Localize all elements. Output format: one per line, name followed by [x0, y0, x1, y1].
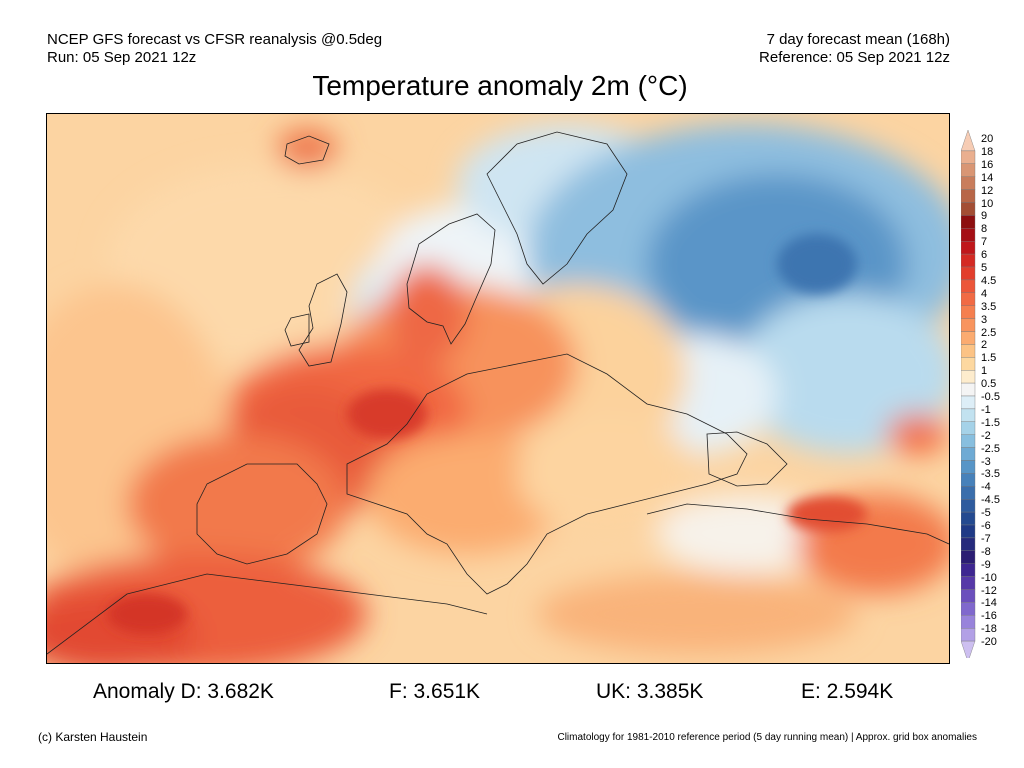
colorbar-tick-label: -0.5: [981, 391, 1000, 403]
anomaly-detail: [107, 234, 867, 634]
map-title: Temperature anomaly 2m (°C): [312, 70, 688, 101]
colorbar-swatch: [961, 408, 976, 422]
anomaly-spain: E: 2.594K: [801, 680, 894, 703]
coastlines: [47, 131, 949, 655]
colorbar-tick-label: 18: [981, 145, 994, 158]
colorbar-swatch: [961, 279, 976, 293]
colorbar-swatch: [961, 421, 976, 435]
colorbar-swatch: [961, 357, 976, 371]
colorbar-tick-label: -1.5: [981, 416, 1000, 429]
colorbar-swatch: [961, 202, 976, 216]
colorbar-swatch: [961, 434, 976, 448]
anomaly-germany: Anomaly D: 3.682K: [93, 680, 274, 703]
colorbar-tick-label: -2.5: [981, 442, 1000, 455]
colorbar-swatch: [961, 266, 976, 281]
climatology-note: Climatology for 1981-2010 reference peri…: [557, 732, 977, 743]
colorbar-swatch: [961, 344, 976, 358]
colorbar-tick-label: -9: [981, 558, 991, 571]
colorbar-swatch: [961, 189, 976, 203]
colorbar-tick-label: 9: [981, 210, 988, 223]
colorbar-swatch: [961, 640, 976, 658]
colorbar-tick-label: -2: [981, 429, 991, 442]
colorbar-swatch: [961, 499, 976, 513]
header-right: 7 day forecast mean (168h) Reference: 05…: [759, 31, 950, 67]
colorbar-swatch: [961, 486, 976, 500]
colorbar-swatch: [961, 589, 976, 603]
colorbar-tick-label: -10: [981, 571, 997, 584]
colorbar-tick-label: -12: [981, 584, 997, 597]
colorbar-tick-label: -4: [981, 481, 991, 494]
colorbar-tick-label: 8: [981, 223, 988, 236]
model-description: NCEP GFS forecast vs CFSR reanalysis @0.…: [47, 31, 383, 48]
colorbar-tick-label: 0.5: [981, 378, 997, 391]
reference-time: Reference: 05 Sep 2021 12z: [759, 49, 950, 66]
anomaly-map: [46, 113, 950, 664]
colorbar-tick-label: 6: [981, 249, 988, 262]
colorbar-tick-label: -14: [981, 597, 997, 610]
colorbar-swatch: [961, 382, 976, 397]
forecast-period: 7 day forecast mean (168h): [766, 31, 950, 48]
colorbar-tick-label: 3.5: [981, 300, 997, 313]
anomaly-uk: UK: 3.385K: [596, 680, 704, 703]
colorbar-tick-label: 1: [981, 365, 988, 378]
colorbar-swatch: [961, 129, 976, 152]
colorbar-swatch: [961, 228, 976, 242]
colorbar-tick-label: 20: [981, 133, 994, 145]
colorbar-tick-label: -18: [981, 623, 997, 636]
colorbar-tick-label: 2: [981, 339, 988, 352]
colorbar-tick-label: -7: [981, 532, 991, 545]
colorbar-swatch: [961, 292, 976, 306]
country-anomalies: Anomaly D: 3.682K F: 3.651K UK: 3.385K E…: [0, 680, 1024, 706]
run-time: Run: 05 Sep 2021 12z: [47, 49, 197, 66]
colorbar-swatch: [961, 537, 976, 551]
colorbar-tick-label: 10: [981, 197, 994, 210]
colorbar-swatch: [961, 163, 976, 177]
colorbar-swatch: [961, 318, 976, 332]
colorbar-tick-label: -3: [981, 455, 991, 468]
colorbar-swatch: [961, 511, 976, 526]
colorbar-tick-label: -16: [981, 610, 997, 623]
colorbar-tick-label: 3: [981, 313, 988, 326]
colorbar-tick-label: 1.5: [981, 352, 997, 365]
colorbar-tick-label: -5: [981, 507, 991, 520]
colorbar-swatch: [961, 253, 976, 268]
colorbar-tick-label: -4.5: [981, 494, 1000, 507]
colorbar-swatch: [961, 447, 976, 461]
map-canvas: [47, 114, 949, 663]
colorbar-tick-label: 7: [981, 236, 988, 249]
colorbar-tick-label: -1: [981, 403, 991, 416]
colorbar-tick-label: 16: [981, 158, 994, 171]
colorbar-tick-label: 14: [981, 171, 994, 184]
colorbar-swatch: [961, 615, 976, 629]
colorbar-tick-label: -20: [981, 636, 997, 649]
colorbar-tick-label: 5: [981, 262, 988, 274]
colorbar-tick-label: 4: [981, 287, 988, 300]
colorbar-swatch: [961, 240, 976, 255]
colorbar-swatch: [961, 331, 976, 345]
colorbar-swatch: [961, 395, 976, 410]
colorbar-swatch: [961, 473, 976, 487]
colorbar-tick-label: 4.5: [981, 274, 997, 287]
header-left: NCEP GFS forecast vs CFSR reanalysis @0.…: [47, 31, 382, 67]
colorbar-swatch: [961, 369, 976, 384]
copyright: (c) Karsten Haustein: [38, 730, 148, 744]
colorbar-swatch: [961, 563, 976, 577]
colorbar-swatch: [961, 305, 976, 319]
colorbar-swatch: [961, 215, 976, 229]
colorbar-swatch: [961, 576, 976, 590]
colorbar-tick-label: -8: [981, 545, 991, 558]
colorbar-swatch: [961, 550, 976, 564]
anomaly-france: F: 3.651K: [389, 680, 481, 703]
colorbar-swatch: [961, 460, 976, 474]
colorbar-tick-label: -3.5: [981, 468, 1000, 481]
colorbar-tick-label: -6: [981, 520, 991, 532]
colorbar-swatch: [961, 602, 976, 616]
colorbar-swatch: [961, 150, 976, 164]
colorbar: [961, 129, 976, 658]
colorbar-swatch: [961, 524, 976, 539]
colorbar-swatch: [961, 628, 976, 642]
colorbar-tick-label: 12: [981, 184, 994, 197]
colorbar-swatch: [961, 176, 976, 190]
colorbar-tick-label: 2.5: [981, 326, 997, 339]
